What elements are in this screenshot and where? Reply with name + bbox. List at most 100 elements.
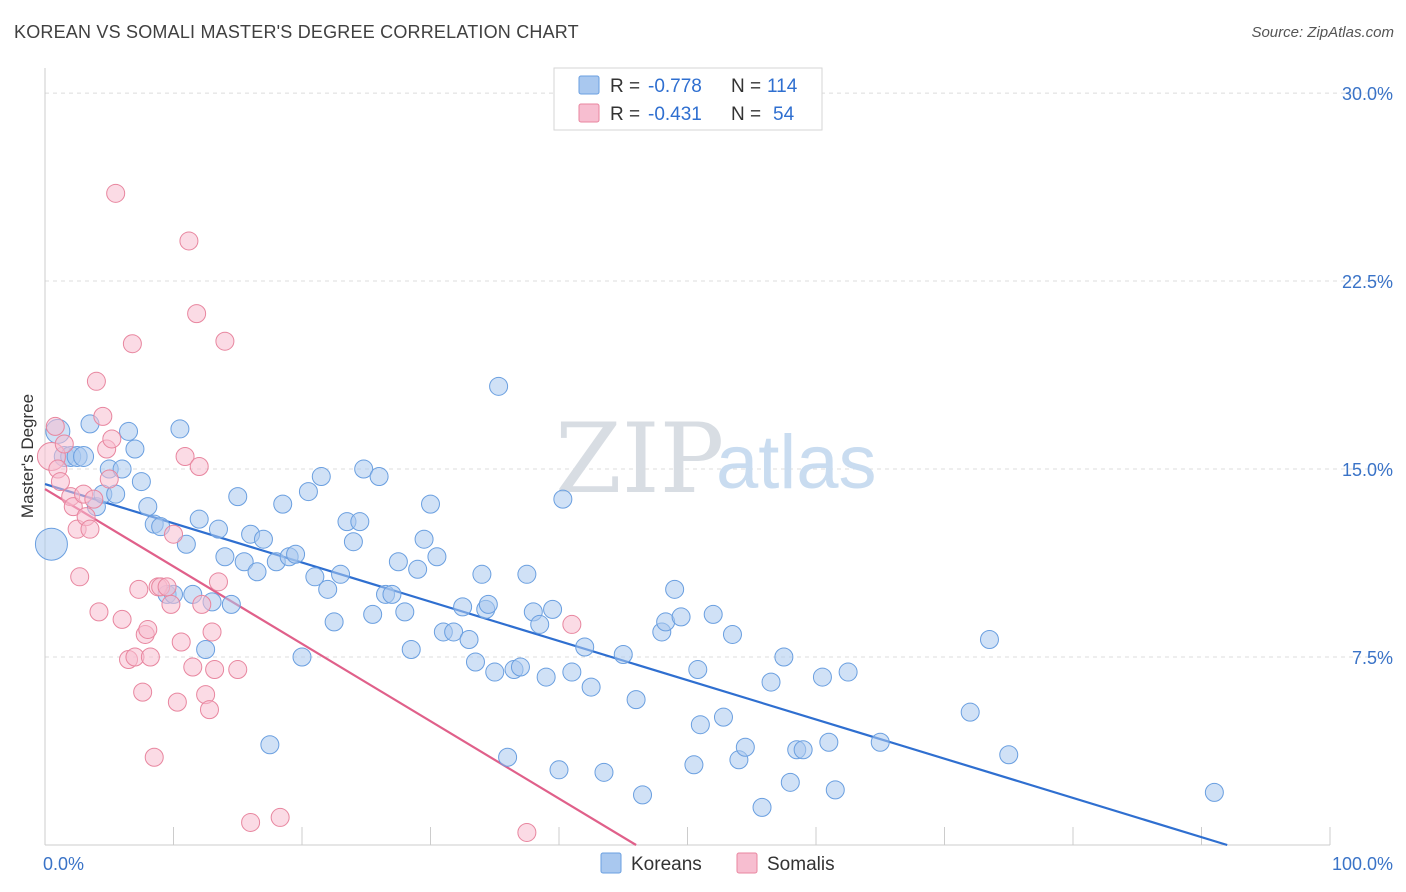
point-koreans-30 bbox=[234, 552, 254, 572]
point-somalis-34 bbox=[164, 524, 183, 544]
point-somalis-50 bbox=[241, 812, 261, 832]
point-koreans-99 bbox=[735, 737, 755, 757]
trend-line-somalis bbox=[44, 488, 637, 846]
point-somalis-36 bbox=[171, 632, 191, 652]
point-somalis-40 bbox=[187, 304, 207, 324]
watermark-zip: ZIP bbox=[555, 403, 724, 515]
point-koreans-23 bbox=[189, 509, 209, 529]
legend: R = -0.778 N = 114 R = -0.431 N = 54 bbox=[553, 67, 823, 131]
point-koreans-53 bbox=[382, 584, 402, 604]
legend-korean-n-label: N = bbox=[731, 76, 761, 97]
point-koreans-71 bbox=[498, 747, 518, 767]
point-somalis-8 bbox=[70, 567, 90, 587]
point-koreans-50 bbox=[363, 604, 383, 624]
point-koreans-101 bbox=[761, 672, 781, 692]
point-somalis-15 bbox=[93, 406, 113, 426]
point-koreans-77 bbox=[536, 667, 556, 687]
point-somalis-48 bbox=[215, 331, 235, 351]
point-koreans-21 bbox=[176, 534, 196, 554]
point-koreans-66 bbox=[472, 564, 492, 584]
point-koreans-45 bbox=[331, 564, 351, 584]
point-somalis-11 bbox=[80, 519, 100, 539]
point-koreans-106 bbox=[812, 667, 832, 687]
point-koreans-69 bbox=[485, 662, 505, 682]
y-axis-label: Master's Degree bbox=[18, 394, 37, 518]
point-koreans-92 bbox=[684, 755, 704, 775]
point-somalis-33 bbox=[161, 594, 181, 614]
point-koreans-33 bbox=[253, 529, 273, 549]
point-koreans-76 bbox=[530, 614, 550, 634]
point-koreans-110 bbox=[870, 732, 890, 752]
point-koreans-54 bbox=[388, 552, 408, 572]
point-koreans-59 bbox=[421, 494, 440, 514]
point-koreans-65 bbox=[465, 652, 485, 672]
point-somalis-37 bbox=[175, 447, 195, 466]
point-koreans-58 bbox=[414, 529, 434, 549]
x-tick-label-1: 100.0% bbox=[1332, 854, 1393, 874]
point-koreans-49 bbox=[354, 459, 374, 479]
legend-korean-r-label: R = bbox=[610, 76, 640, 97]
bottom-legend-swatch-somali bbox=[736, 852, 758, 874]
legend-korean-n-value: 114 bbox=[767, 76, 798, 97]
point-koreans-113 bbox=[999, 745, 1019, 765]
point-koreans-74 bbox=[517, 564, 537, 584]
point-koreans-28 bbox=[221, 594, 241, 614]
legend-korean-r-value: -0.778 bbox=[648, 76, 702, 97]
y-tick-label-2: 22.5% bbox=[1342, 272, 1393, 292]
legend-somali-n-value: 54 bbox=[773, 104, 795, 125]
point-koreans-108 bbox=[825, 780, 845, 800]
point-koreans-12 bbox=[119, 421, 139, 441]
trend-lines bbox=[44, 483, 1228, 847]
point-somalis-13 bbox=[86, 371, 106, 391]
point-koreans-39 bbox=[292, 647, 312, 667]
point-koreans-43 bbox=[318, 579, 338, 599]
point-koreans-34 bbox=[260, 735, 280, 755]
point-koreans-95 bbox=[703, 604, 723, 624]
bottom-legend-somali: Somalis bbox=[767, 854, 835, 875]
point-somalis-6 bbox=[63, 497, 83, 517]
point-koreans-83 bbox=[581, 677, 601, 697]
watermark-atlas: atlas bbox=[716, 420, 877, 505]
point-koreans-40 bbox=[298, 482, 318, 502]
point-koreans-48 bbox=[350, 512, 370, 532]
bottom-legend-swatch-korean bbox=[600, 852, 622, 874]
point-koreans-56 bbox=[401, 639, 421, 659]
y-tick-label-3: 30.0% bbox=[1342, 84, 1393, 104]
point-koreans-20 bbox=[170, 419, 190, 439]
point-somalis-14 bbox=[89, 602, 109, 622]
legend-somali-r-value: -0.431 bbox=[648, 104, 702, 125]
point-koreans-102 bbox=[774, 647, 794, 667]
x-tick-label-0: 0.0% bbox=[43, 854, 84, 874]
point-koreans-80 bbox=[553, 489, 573, 509]
point-somalis-32 bbox=[157, 577, 177, 597]
point-koreans-87 bbox=[633, 785, 653, 805]
point-koreans-85 bbox=[613, 645, 633, 665]
point-somalis-19 bbox=[106, 183, 126, 203]
point-koreans-96 bbox=[713, 707, 733, 727]
point-koreans-32 bbox=[247, 562, 267, 582]
legend-swatch-somali bbox=[578, 103, 600, 123]
point-koreans-55 bbox=[395, 602, 415, 622]
bottom-legend: Koreans Somalis bbox=[600, 852, 835, 875]
point-koreans-79 bbox=[549, 760, 569, 780]
point-koreans-14 bbox=[131, 472, 151, 492]
point-koreans-112 bbox=[979, 629, 999, 649]
point-koreans-86 bbox=[626, 690, 646, 710]
point-koreans-63 bbox=[453, 597, 473, 617]
point-somalis-49 bbox=[228, 660, 248, 680]
point-koreans-60 bbox=[427, 547, 447, 567]
point-somalis-12 bbox=[84, 489, 104, 509]
point-koreans-0 bbox=[34, 527, 68, 561]
point-somalis-18 bbox=[102, 429, 122, 449]
legend-swatch-korean bbox=[578, 75, 600, 95]
point-koreans-38 bbox=[286, 544, 306, 564]
point-somalis-17 bbox=[99, 469, 119, 489]
point-koreans-109 bbox=[838, 662, 858, 682]
point-koreans-36 bbox=[273, 494, 293, 514]
point-koreans-62 bbox=[444, 622, 464, 642]
point-koreans-42 bbox=[311, 467, 331, 487]
point-somalis-20 bbox=[112, 609, 132, 629]
point-koreans-70 bbox=[489, 376, 509, 396]
point-somalis-46 bbox=[205, 660, 225, 680]
